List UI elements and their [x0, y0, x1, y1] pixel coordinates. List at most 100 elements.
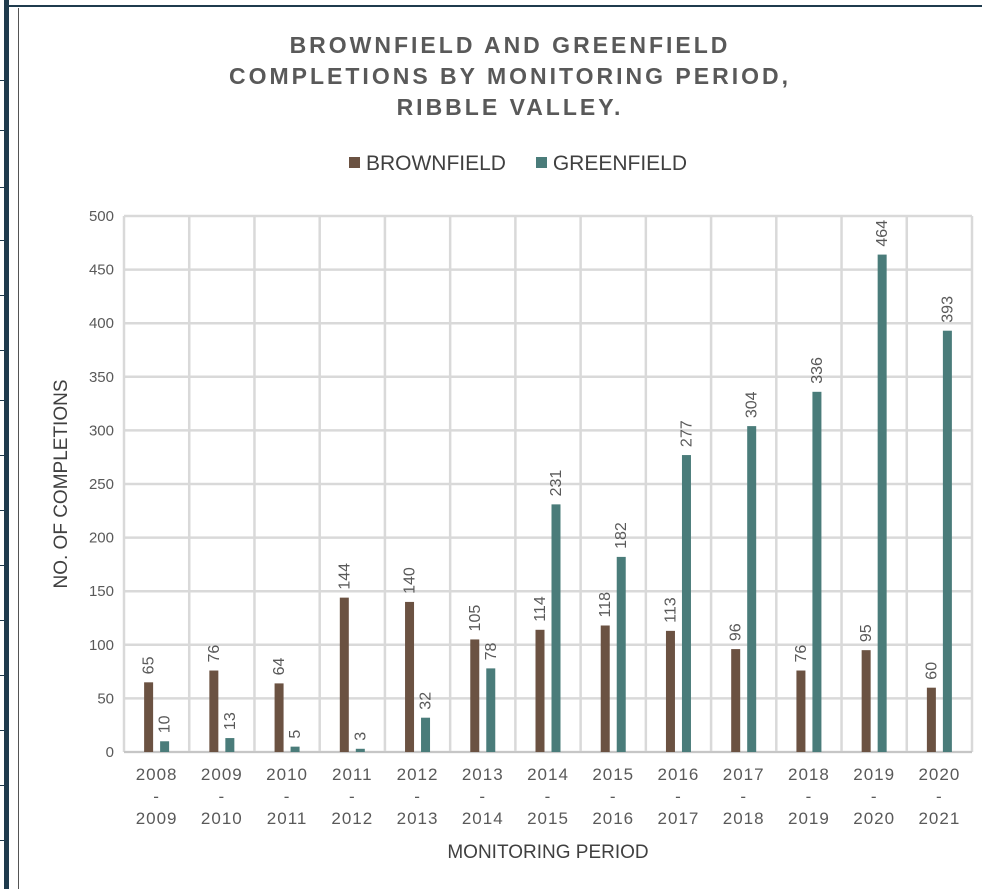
y-tick-label: 250 [89, 476, 114, 493]
data-label-brownfield-4: 140 [402, 567, 419, 594]
bar-greenfield-1 [225, 738, 235, 752]
data-label-brownfield-5: 105 [467, 605, 484, 632]
x-tick-label: - [219, 787, 226, 806]
x-tick-label: 2018 [723, 809, 765, 828]
bar-greenfield-9 [747, 426, 757, 752]
x-tick-label: - [936, 787, 943, 806]
y-tick-label: 50 [97, 690, 114, 707]
bar-brownfield-0 [144, 682, 154, 752]
bar-brownfield-1 [209, 670, 219, 752]
x-tick-label: - [414, 787, 421, 806]
bar-greenfield-11 [877, 254, 887, 753]
bar-brownfield-3 [339, 597, 349, 752]
data-label-greenfield-9: 304 [744, 391, 761, 418]
data-label-greenfield-10: 336 [809, 357, 826, 384]
x-tick-label: 2016 [592, 809, 634, 828]
data-label-greenfield-5: 78 [483, 642, 500, 660]
x-tick-label: 2013 [397, 809, 439, 828]
data-label-greenfield-4: 32 [418, 692, 435, 710]
x-tick-label: 2018 [788, 765, 830, 784]
x-tick-label: 2011 [332, 765, 373, 784]
x-tick-label: 2015 [527, 809, 569, 828]
x-tick-label: - [284, 787, 291, 806]
legend-item-greenfield: GREENFIELD [535, 152, 687, 176]
y-tick-label: 0 [106, 744, 114, 761]
x-axis-title: MONITORING PERIOD [447, 842, 648, 863]
data-label-brownfield-3: 144 [336, 563, 353, 590]
border-tick [0, 840, 6, 841]
top-border-rule [9, 5, 982, 7]
bar-brownfield-8 [665, 630, 675, 752]
border-tick [0, 785, 6, 786]
bar-greenfield-4 [421, 717, 431, 752]
x-tick-label: - [675, 787, 682, 806]
data-label-brownfield-12: 60 [923, 662, 940, 680]
bar-greenfield-7 [616, 556, 626, 752]
data-label-brownfield-9: 96 [728, 623, 745, 641]
x-tick-label: 2010 [266, 765, 308, 784]
data-label-brownfield-6: 114 [532, 596, 549, 622]
x-tick-label: - [349, 787, 356, 806]
data-label-brownfield-11: 95 [858, 624, 875, 642]
x-tick-label: - [153, 787, 160, 806]
data-label-greenfield-7: 182 [613, 522, 630, 549]
data-label-brownfield-2: 64 [271, 657, 288, 675]
x-tick-label: 2015 [592, 765, 634, 784]
border-tick [0, 80, 6, 81]
x-tick-label: - [740, 787, 747, 806]
border-tick [0, 350, 6, 351]
x-tick-label: 2019 [788, 809, 830, 828]
border-tick [0, 187, 6, 188]
bar-brownfield-12 [926, 687, 936, 752]
x-tick-label: 2017 [723, 765, 765, 784]
x-tick-label: 2017 [658, 809, 700, 828]
data-label-brownfield-0: 65 [141, 656, 158, 674]
border-tick [0, 730, 6, 731]
x-tick-label: 2014 [527, 765, 569, 784]
x-tick-label: - [806, 787, 813, 806]
bar-greenfield-2 [290, 746, 300, 752]
x-tick-label: - [545, 787, 552, 806]
data-label-brownfield-7: 118 [597, 592, 614, 618]
border-tick [0, 455, 6, 456]
chart-title: BROWNFIELD AND GREENFIELD COMPLETIONS BY… [228, 32, 792, 120]
x-tick-label: - [610, 787, 617, 806]
bar-brownfield-4 [405, 601, 415, 752]
x-tick-label: - [871, 787, 878, 806]
bar-brownfield-11 [861, 650, 871, 752]
bar-brownfield-5 [470, 639, 480, 752]
x-tick-label: 2013 [462, 765, 504, 784]
x-tick-label: 2012 [397, 765, 439, 784]
data-label-greenfield-11: 464 [874, 220, 891, 247]
data-label-greenfield-2: 5 [287, 730, 304, 739]
x-tick-label: - [479, 787, 486, 806]
y-tick-label: 450 [89, 262, 114, 279]
x-tick-label: 2008 [136, 765, 178, 784]
x-tick-label: 2020 [853, 809, 895, 828]
left-border-rule [4, 0, 9, 889]
bar-brownfield-2 [274, 683, 284, 752]
y-tick-label: 400 [89, 315, 114, 332]
y-tick-label: 150 [89, 583, 114, 600]
data-label-brownfield-8: 113 [662, 597, 679, 623]
data-label-greenfield-3: 3 [352, 732, 369, 741]
data-label-brownfield-1: 76 [206, 645, 223, 663]
x-tick-label: 2021 [918, 809, 960, 828]
chart-area-border [18, 8, 982, 889]
y-tick-label: 200 [89, 530, 114, 547]
x-tick-label: 2010 [201, 809, 243, 828]
border-tick [0, 400, 6, 401]
bar-greenfield-10 [812, 391, 822, 752]
legend-swatch-brownfield [348, 157, 360, 168]
data-label-greenfield-0: 10 [157, 715, 174, 733]
x-tick-label: 2016 [658, 765, 700, 784]
border-tick [0, 130, 6, 131]
bar-brownfield-6 [535, 629, 545, 752]
y-axis-title: NO. OF COMPLETIONS [51, 379, 72, 588]
y-tick-label: 300 [89, 422, 114, 439]
data-label-greenfield-8: 277 [678, 420, 695, 447]
x-tick-label: 2009 [136, 809, 178, 828]
bar-greenfield-0 [160, 741, 170, 752]
